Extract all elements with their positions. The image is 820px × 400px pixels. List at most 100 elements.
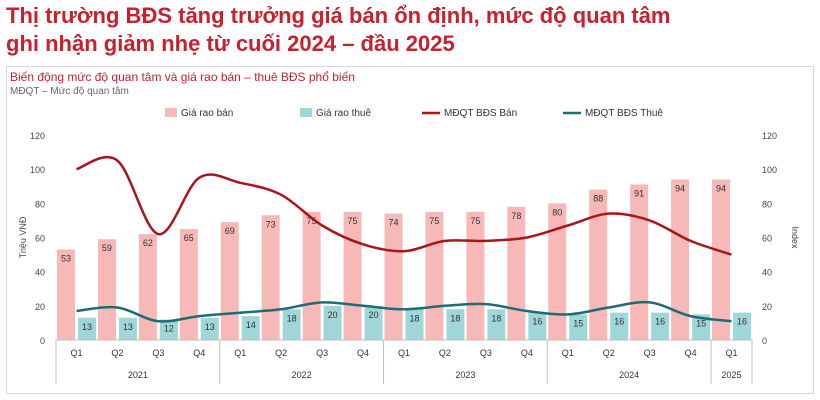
data-label-sale-11: 78: [511, 211, 521, 221]
bar-rent-0: [77, 317, 96, 340]
data-label-rent-7: 20: [369, 310, 379, 320]
y-tick-right-6: 120: [762, 131, 777, 141]
data-label-rent-8: 18: [409, 313, 419, 323]
x-tick-8: Q1: [398, 348, 410, 358]
headline: Thị trường BĐS tăng trưởng giá bán ổn đị…: [6, 2, 816, 58]
y-tick-right-1: 20: [762, 302, 772, 312]
y-tick-left-2: 40: [35, 268, 45, 278]
data-label-sale-15: 94: [675, 183, 685, 193]
y-tick-right-5: 100: [762, 165, 777, 175]
headline-line-2: ghi nhận giảm nhẹ từ cuối 2024 – đầu 202…: [6, 31, 455, 56]
legend-label-3: MĐQT BĐS Thuê: [585, 108, 663, 119]
x-tick-11: Q4: [521, 348, 533, 358]
x-tick-6: Q3: [316, 348, 328, 358]
y-tick-left-0: 0: [40, 336, 45, 346]
x-tick-3: Q4: [193, 348, 205, 358]
data-label-rent-9: 18: [450, 313, 460, 323]
x-tick-5: Q2: [275, 348, 287, 358]
bar-rent-4: [241, 316, 260, 340]
data-label-sale-14: 91: [634, 189, 644, 199]
bar-sale-12: [548, 203, 567, 340]
x-tick-13: Q2: [603, 348, 615, 358]
bar-sale-0: [56, 249, 75, 340]
data-label-rent-11: 16: [532, 317, 542, 327]
data-label-rent-1: 13: [123, 322, 133, 332]
bar-rent-3: [200, 317, 219, 340]
bar-sale-11: [507, 206, 526, 340]
year-label-1: 2022: [292, 370, 312, 380]
data-label-sale-7: 75: [348, 216, 358, 226]
x-tick-14: Q3: [644, 348, 656, 358]
data-label-sale-4: 69: [225, 226, 235, 236]
bar-sale-5: [261, 215, 280, 340]
data-label-rent-12: 15: [573, 318, 583, 328]
data-label-rent-6: 20: [328, 310, 338, 320]
legend-label-2: MĐQT BĐS Bán: [444, 108, 517, 119]
bar-sale-1: [97, 239, 116, 340]
y-tick-right-4: 80: [762, 199, 772, 209]
bar-sale-4: [220, 222, 239, 340]
bar-rent-16: [733, 312, 752, 340]
bar-sale-15: [671, 179, 690, 340]
data-label-sale-9: 75: [429, 216, 439, 226]
y-tick-right-2: 40: [762, 268, 772, 278]
legend-label-0: Giá rao bán: [181, 108, 233, 119]
bar-sale-14: [630, 184, 649, 340]
y-tick-left-4: 80: [35, 199, 45, 209]
legend-swatch-1: [300, 108, 312, 117]
data-label-rent-3: 13: [205, 322, 215, 332]
data-label-rent-13: 16: [614, 317, 624, 327]
bar-rent-9: [446, 309, 465, 340]
chart-title: Biến động mức độ quan tâm và giá rao bán…: [10, 70, 355, 84]
bar-sale-10: [466, 211, 485, 340]
bar-sale-13: [589, 189, 608, 340]
x-tick-1: Q2: [111, 348, 123, 358]
legend-label-1: Giá rao thuê: [316, 108, 371, 119]
x-tick-9: Q2: [439, 348, 451, 358]
x-tick-7: Q4: [357, 348, 369, 358]
year-label-2: 2023: [455, 370, 475, 380]
data-label-sale-8: 74: [388, 218, 398, 228]
data-label-rent-15: 15: [696, 318, 706, 328]
data-label-sale-0: 53: [61, 253, 71, 263]
y-axis-label-right: Index: [790, 226, 800, 249]
bar-rent-1: [118, 317, 137, 340]
data-label-sale-16: 94: [716, 183, 726, 193]
bar-rent-12: [569, 314, 588, 340]
data-label-rent-4: 14: [246, 320, 256, 330]
data-label-sale-5: 73: [266, 219, 276, 229]
x-tick-0: Q1: [70, 348, 82, 358]
data-label-sale-3: 65: [184, 233, 194, 243]
bar-rent-7: [364, 305, 383, 340]
data-label-rent-14: 16: [655, 317, 665, 327]
y-tick-right-0: 0: [762, 336, 767, 346]
year-label-0: 2021: [128, 370, 148, 380]
y-tick-left-6: 120: [30, 131, 45, 141]
data-label-rent-5: 18: [287, 313, 297, 323]
y-tick-left-5: 100: [30, 165, 45, 175]
bar-sale-7: [343, 211, 362, 340]
x-tick-10: Q3: [480, 348, 492, 358]
y-tick-right-3: 60: [762, 234, 772, 244]
bar-rent-11: [528, 312, 547, 340]
y-tick-left-1: 20: [35, 302, 45, 312]
year-label-3: 2024: [619, 370, 639, 380]
y-tick-left-3: 60: [35, 234, 45, 244]
data-label-sale-13: 88: [593, 194, 603, 204]
bar-sale-16: [712, 179, 731, 340]
bar-sale-9: [425, 211, 444, 340]
data-label-rent-2: 12: [164, 324, 174, 334]
bar-rent-8: [405, 309, 424, 340]
line-mdqt-rent: [76, 300, 732, 323]
bar-sale-3: [179, 228, 198, 340]
x-tick-4: Q1: [234, 348, 246, 358]
y-axis-label-left: Triệu VNĐ: [18, 216, 28, 258]
x-tick-15: Q4: [685, 348, 697, 358]
bar-rent-5: [282, 309, 301, 340]
bar-rent-14: [651, 312, 670, 340]
data-label-sale-10: 75: [470, 216, 480, 226]
chart-subtitle: MĐQT – Mức độ quan tâm: [10, 86, 129, 97]
bar-rent-15: [692, 314, 711, 340]
bar-sale-6: [302, 211, 321, 340]
